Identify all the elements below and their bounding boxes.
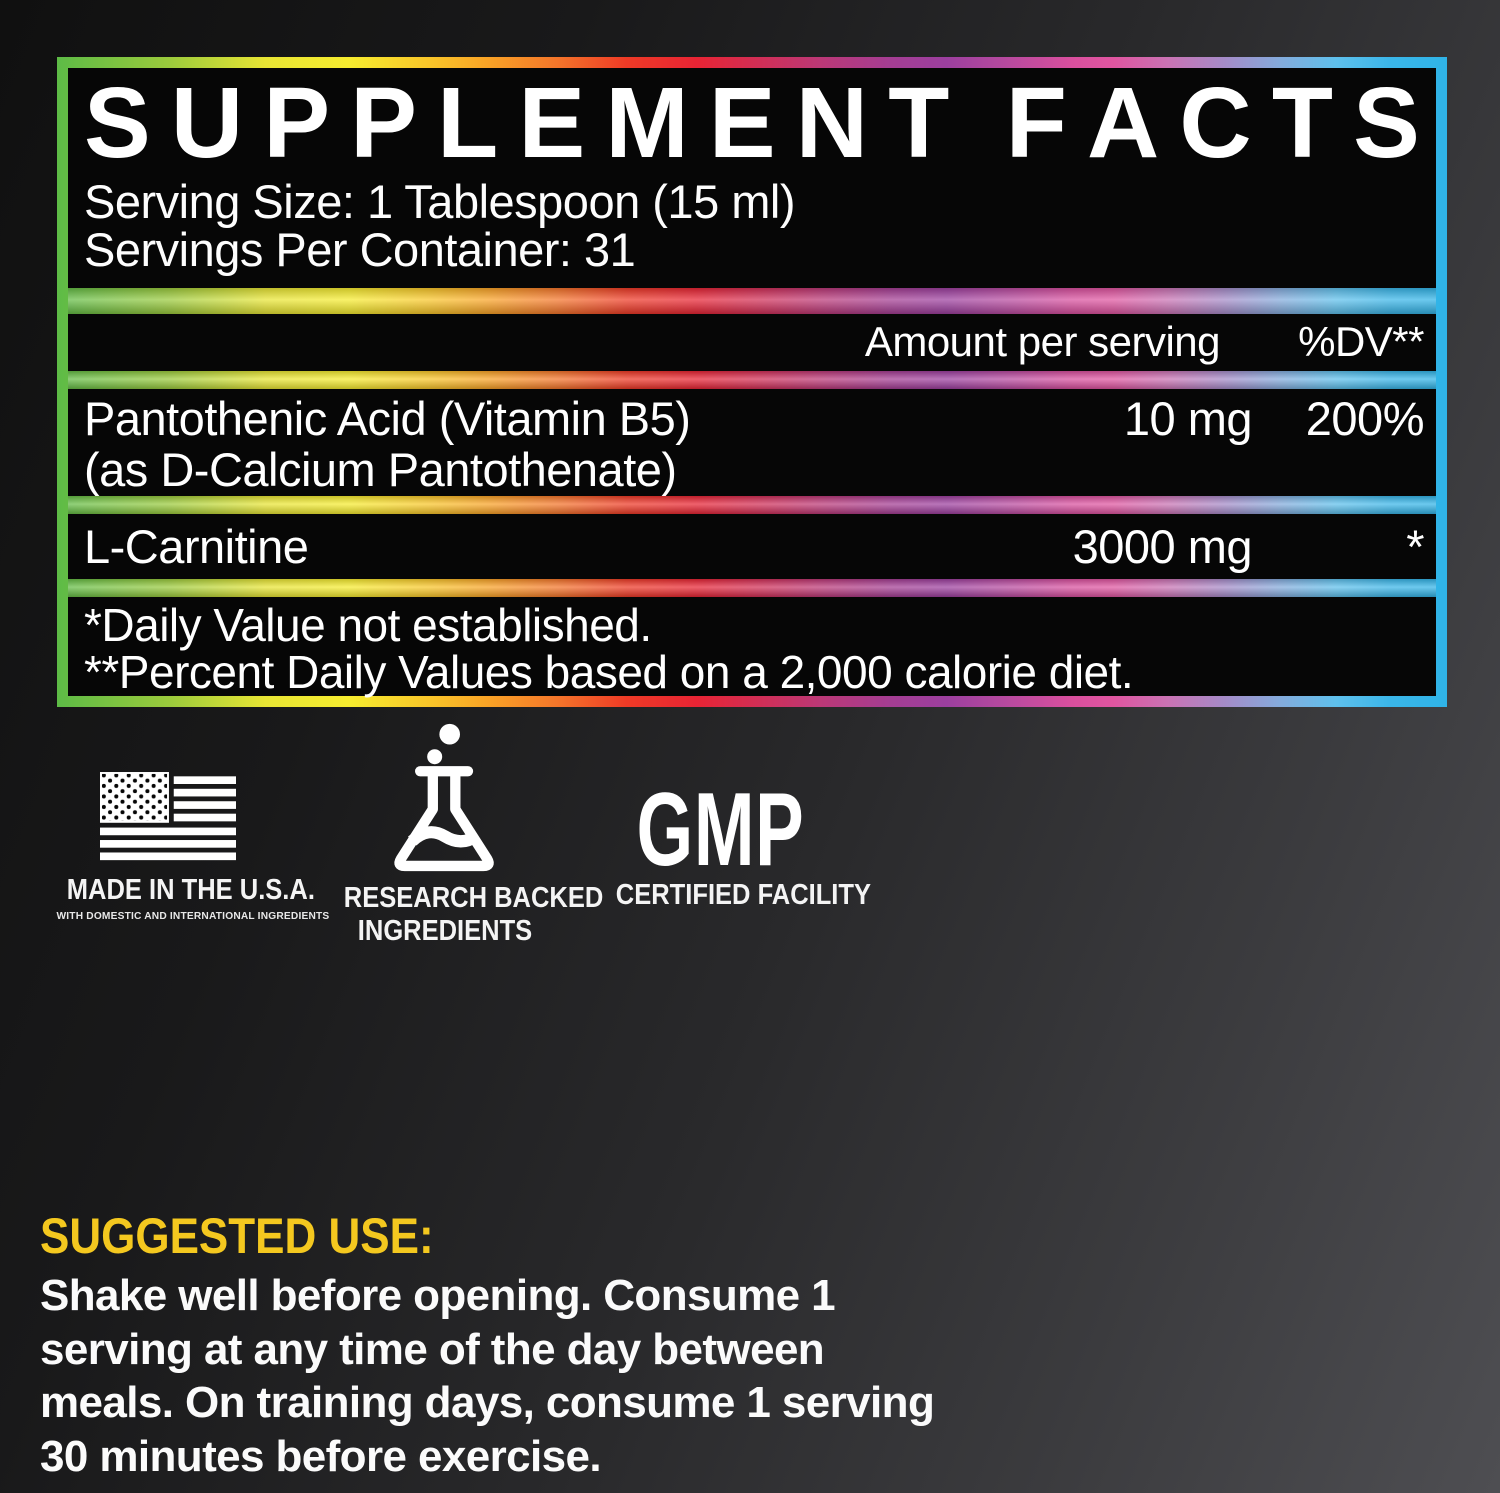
suggested-use-line: 30 minutes before exercise. <box>40 1431 602 1481</box>
suggested-use-section: SUGGESTED USE: Shake well before opening… <box>40 1208 1000 1483</box>
nutrient-name: Pantothenic Acid (Vitamin B5) <box>84 391 691 445</box>
nutrient-name: L-Carnitine <box>84 519 309 573</box>
footnote-daily-value: *Daily Value not established. <box>84 598 652 651</box>
us-flag-icon <box>53 772 283 864</box>
badge-title: RESEARCH BACKED <box>343 882 604 914</box>
table-row: Pantothenic Acid (Vitamin B5) 10 mg 200%… <box>68 388 1436 496</box>
suggested-use-line: Shake well before opening. Consume 1 <box>40 1271 836 1320</box>
badge-gmp-certified: GMP CERTIFIED FACILITY <box>602 772 871 911</box>
badge-subtitle: WITH DOMESTIC AND INTERNATIONAL INGREDIE… <box>56 910 330 922</box>
badge-made-in-usa: MADE IN THE U.S.A. WITH DOMESTIC AND INT… <box>53 772 330 922</box>
servings-per-container: Servings Per Container: 31 <box>84 223 636 276</box>
gmp-text: GMP <box>636 772 805 888</box>
suggested-use-heading: SUGGESTED USE: <box>40 1208 434 1264</box>
serving-size: Serving Size: 1 Tablespoon (15 ml) <box>84 175 796 228</box>
nutrient-amount: 10 mg <box>1123 391 1253 445</box>
badge-title: CERTIFIED FACILITY <box>615 879 871 911</box>
badge-title-line2: INGREDIENTS <box>357 915 533 947</box>
nutrient-dv: * <box>1406 519 1424 573</box>
table-row: L-Carnitine 3000 mg * <box>68 513 1436 580</box>
badge-title: MADE IN THE U.S.A. <box>66 874 315 906</box>
rainbow-divider <box>68 495 1436 514</box>
badge-research-backed: RESEARCH BACKED INGREDIENTS <box>330 722 604 947</box>
column-header-row: Amount per serving %DV** <box>68 313 1436 372</box>
rainbow-divider <box>68 579 1436 597</box>
rainbow-divider <box>68 371 1436 389</box>
footnotes-section: *Daily Value not established. **Percent … <box>68 596 1436 698</box>
nutrient-name-line2: (as D-Calcium Pantothenate) <box>84 442 677 496</box>
nutrient-amount: 3000 mg <box>1072 519 1253 573</box>
column-header-dv: %DV** <box>1298 318 1424 366</box>
suggested-use-line: meals. On training days, consume 1 servi… <box>40 1378 935 1427</box>
rainbow-divider <box>68 287 1436 314</box>
suggested-use-line: serving at any time of the day between <box>40 1324 825 1374</box>
flask-icon <box>330 722 560 872</box>
nutrient-dv: 200% <box>1305 391 1425 445</box>
column-header-amount: Amount per serving <box>864 318 1221 366</box>
footnote-percent-dv: **Percent Daily Values based on a 2,000 … <box>84 645 1134 698</box>
